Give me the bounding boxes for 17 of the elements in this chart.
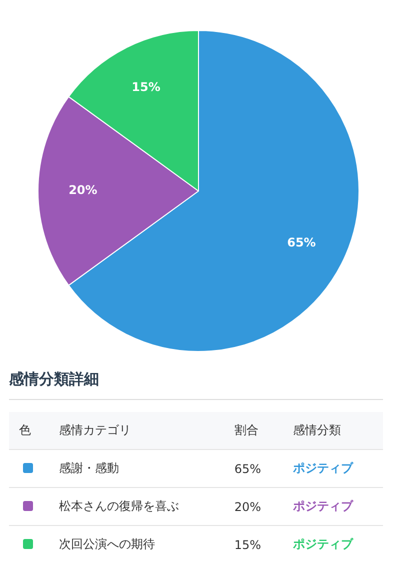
text: 65% [234, 462, 262, 476]
text: 20% [234, 500, 262, 514]
legend-label: 松本さんの復帰を喜ぶ [59, 499, 180, 513]
text: 感情カテゴリ [49, 412, 224, 450]
text: 色 [9, 412, 50, 450]
text: ポジティブ [282, 450, 383, 488]
text: 感情分類 [282, 412, 383, 450]
data-label: 20% [68, 183, 98, 198]
text: 割合 [224, 412, 283, 450]
text: ポジティブ [282, 526, 383, 563]
data-label: 65% [287, 236, 316, 250]
text: 感情分類詳細 [9, 370, 383, 400]
legend-label: 次回公演への期待 [59, 537, 156, 551]
legend-label: 感謝・感動 [59, 461, 120, 475]
data-label: 15% [132, 80, 160, 94]
text: ポジティブ [282, 488, 383, 526]
text: 15% [234, 538, 262, 552]
